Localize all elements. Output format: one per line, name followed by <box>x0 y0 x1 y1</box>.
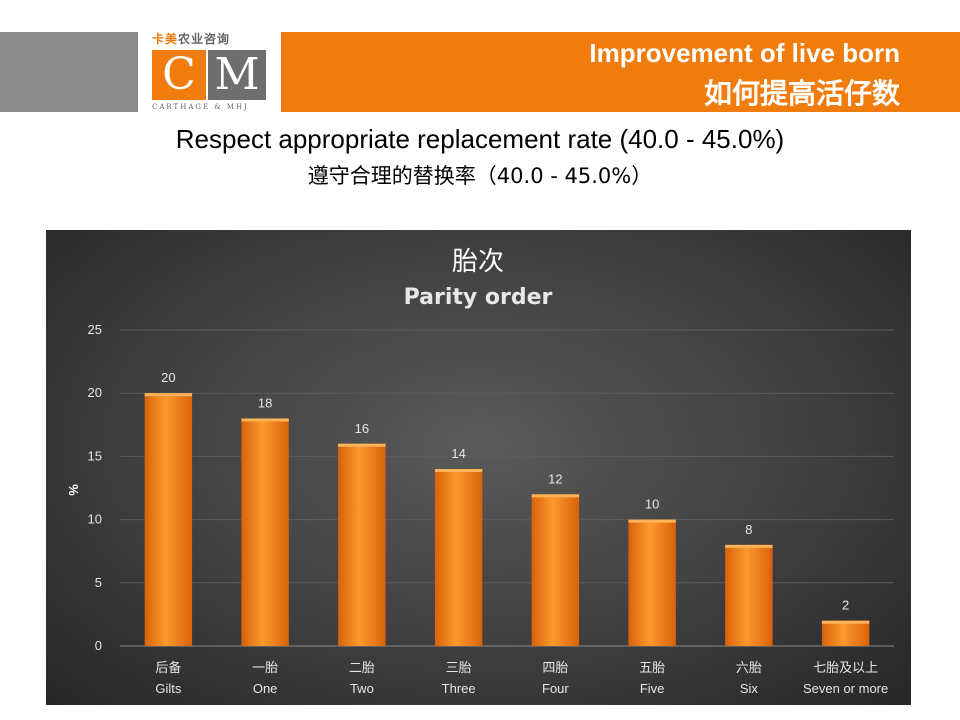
bar <box>531 494 580 646</box>
x-tick-label-cn: 五胎 <box>639 661 665 676</box>
chart-title-cn: 胎次 <box>452 247 504 277</box>
bar-top-highlight <box>628 519 676 523</box>
bar-top-highlight <box>338 443 386 447</box>
y-tick-label: 15 <box>88 448 102 463</box>
header-bar <box>281 32 960 112</box>
x-tick-label-cn: 后备 <box>155 660 181 676</box>
bar-top-highlight <box>144 393 193 397</box>
bar <box>338 443 386 646</box>
slide-subtitle-en: Respect appropriate replacement rate (40… <box>175 124 785 154</box>
bar-top-highlight <box>821 620 870 624</box>
header-gray-band <box>0 32 138 112</box>
bar-top-highlight <box>434 469 483 473</box>
bar <box>628 519 676 646</box>
y-tick-label: 25 <box>88 322 102 337</box>
x-tick-label-cn: 六胎 <box>736 661 762 676</box>
logo-letter-c: C <box>152 50 206 100</box>
chart-panel: 胎次 Parity order % 0 5 10 15 20 25 20 后备 Gilts 18… <box>46 230 911 705</box>
x-tick-label: Three <box>442 681 476 696</box>
data-label: 14 <box>451 446 465 461</box>
x-tick-label-cn: 二胎 <box>349 661 375 676</box>
x-tick-label: One <box>253 681 278 696</box>
bar-top-highlight <box>725 544 773 548</box>
logo-subtitle: CARTHAGE & MHJ <box>152 103 249 111</box>
slide-title-en: Improvement of live born <box>589 38 900 68</box>
x-tick-label-cn: 三胎 <box>446 661 472 676</box>
bar <box>821 620 870 646</box>
x-tick-label-cn: 四胎 <box>542 661 568 676</box>
data-label: 10 <box>645 497 659 512</box>
bar-top-highlight <box>531 494 580 498</box>
slide-subtitle-cn: 遵守合理的替换率（40.0 - 45.0%） <box>307 164 653 188</box>
y-tick-label: 20 <box>88 385 102 400</box>
logo-chinese-text: 卡美农业咨询 <box>152 32 231 46</box>
parity-bar-chart: 胎次 Parity order % 0 5 10 15 20 25 20 后备 Gilts 18… <box>66 247 894 696</box>
data-label: 16 <box>355 421 369 436</box>
x-tick-label-cn: 一胎 <box>252 661 278 676</box>
x-tick-label: Six <box>740 681 759 696</box>
bar <box>725 544 773 646</box>
x-tick-label: Seven or more <box>803 681 888 696</box>
data-label: 20 <box>161 370 175 385</box>
x-tick-label-cn: 七胎及以上 <box>813 661 878 676</box>
company-logo: 卡美农业咨询 C M CARTHAGE & MHJ <box>138 26 280 114</box>
logo-mark: C M <box>152 50 266 100</box>
x-tick-label: Four <box>542 681 569 696</box>
y-tick-label: 10 <box>88 512 102 527</box>
logo-letter-m: M <box>208 50 266 100</box>
chart-title: Parity order <box>404 285 553 310</box>
bar <box>144 393 193 646</box>
bar <box>241 418 289 646</box>
data-label: 8 <box>745 522 752 537</box>
y-tick-label: 5 <box>95 575 102 590</box>
data-label: 2 <box>842 598 849 613</box>
x-tick-label: Five <box>640 681 665 696</box>
bar-top-highlight <box>241 418 289 422</box>
slide-title-cn: 如何提高活仔数 <box>703 77 900 110</box>
data-label: 18 <box>258 395 272 410</box>
y-axis-label: % <box>66 484 81 496</box>
x-tick-label: Gilts <box>155 681 182 696</box>
x-tick-label: Two <box>350 681 374 696</box>
data-label: 12 <box>548 471 562 486</box>
y-tick-label: 0 <box>95 638 102 653</box>
bar <box>434 469 483 646</box>
